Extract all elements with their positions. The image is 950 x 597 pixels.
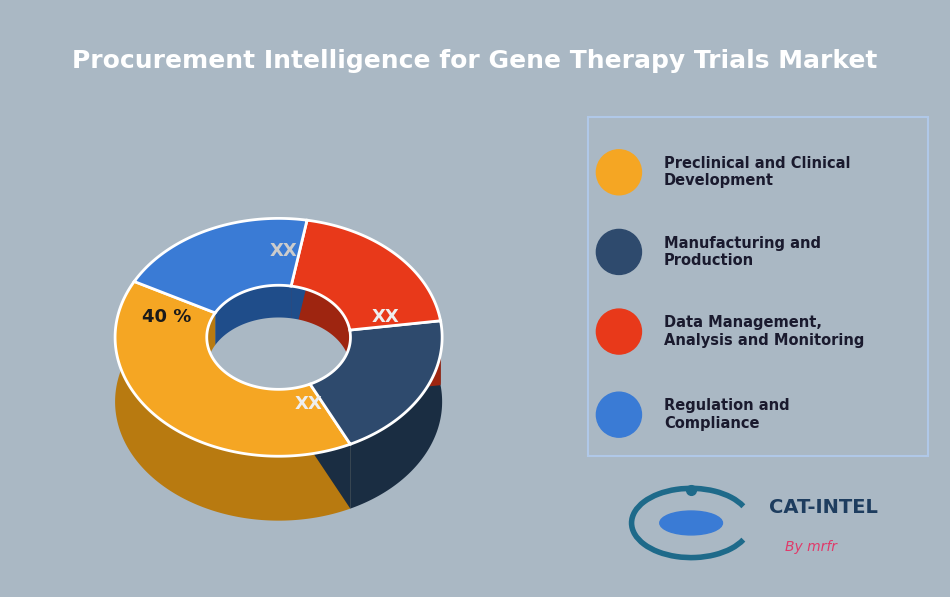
Text: By mrfr: By mrfr <box>785 540 837 554</box>
Polygon shape <box>291 220 441 330</box>
Polygon shape <box>291 286 350 395</box>
Circle shape <box>597 309 641 354</box>
Polygon shape <box>115 281 351 456</box>
Polygon shape <box>291 220 307 350</box>
Polygon shape <box>134 219 307 346</box>
Polygon shape <box>207 318 351 421</box>
Text: XX: XX <box>294 395 322 413</box>
Polygon shape <box>207 313 310 454</box>
Polygon shape <box>134 281 215 377</box>
Text: 40 %: 40 % <box>142 309 192 327</box>
Polygon shape <box>310 330 351 448</box>
Text: XX: XX <box>371 309 399 327</box>
Polygon shape <box>350 321 441 395</box>
Polygon shape <box>115 281 351 521</box>
Polygon shape <box>310 384 351 509</box>
Polygon shape <box>310 321 442 444</box>
Text: Procurement Intelligence for Gene Therapy Trials Market: Procurement Intelligence for Gene Therap… <box>72 49 878 73</box>
Circle shape <box>597 392 641 437</box>
Circle shape <box>597 150 641 195</box>
Text: Preclinical and Clinical
Development: Preclinical and Clinical Development <box>664 156 850 189</box>
Polygon shape <box>215 285 291 377</box>
Text: Regulation and
Compliance: Regulation and Compliance <box>664 398 789 431</box>
Polygon shape <box>351 321 442 509</box>
Polygon shape <box>134 219 307 313</box>
Text: Data Management,
Analysis and Monitoring: Data Management, Analysis and Monitoring <box>664 315 864 348</box>
Text: CAT-INTEL: CAT-INTEL <box>770 498 879 517</box>
Text: Manufacturing and
Production: Manufacturing and Production <box>664 236 821 268</box>
Text: XX: XX <box>270 242 297 260</box>
Polygon shape <box>307 220 441 385</box>
Circle shape <box>659 511 722 535</box>
Circle shape <box>597 229 641 275</box>
